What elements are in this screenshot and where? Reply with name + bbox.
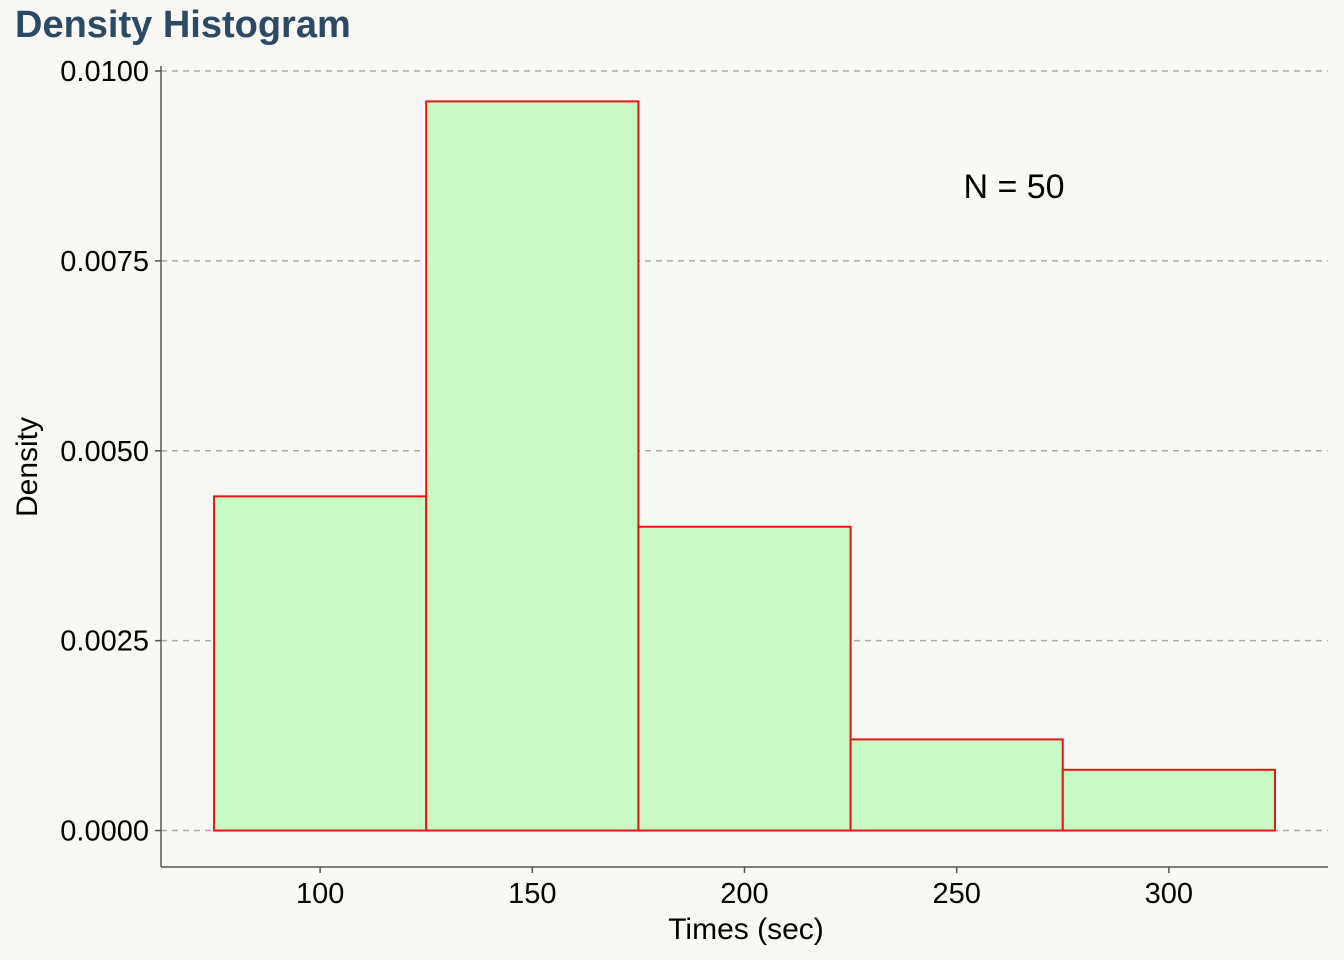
histogram-bar (637, 525, 852, 832)
histogram-bar (849, 738, 1064, 832)
y-tick-label: 0.0075 (60, 246, 149, 278)
x-tick-label: 250 (932, 878, 980, 910)
histogram-bar (1061, 768, 1276, 832)
histogram-bar (425, 100, 640, 832)
histogram-bars (213, 100, 1276, 832)
chart-title: Density Histogram (15, 4, 351, 46)
y-tick-label: 0.0025 (60, 626, 149, 658)
x-axis-label: Times (sec) (668, 913, 824, 946)
y-tick-label: 0.0000 (60, 816, 149, 848)
x-tick-label: 100 (296, 878, 344, 910)
histogram-bar (213, 495, 428, 832)
x-tick-label: 300 (1145, 878, 1193, 910)
x-tick-label: 150 (508, 878, 556, 910)
y-tick-label: 0.0050 (60, 436, 149, 468)
y-axis-label: Density (11, 417, 44, 517)
y-tick-label: 0.0100 (60, 56, 149, 88)
sample-size-annotation: N = 50 (963, 168, 1064, 206)
tick-labels: 0.0000 0.0025 0.0050 0.0075 0.0100 100 150 200 2… (60, 56, 1193, 910)
x-tick-label: 200 (720, 878, 768, 910)
